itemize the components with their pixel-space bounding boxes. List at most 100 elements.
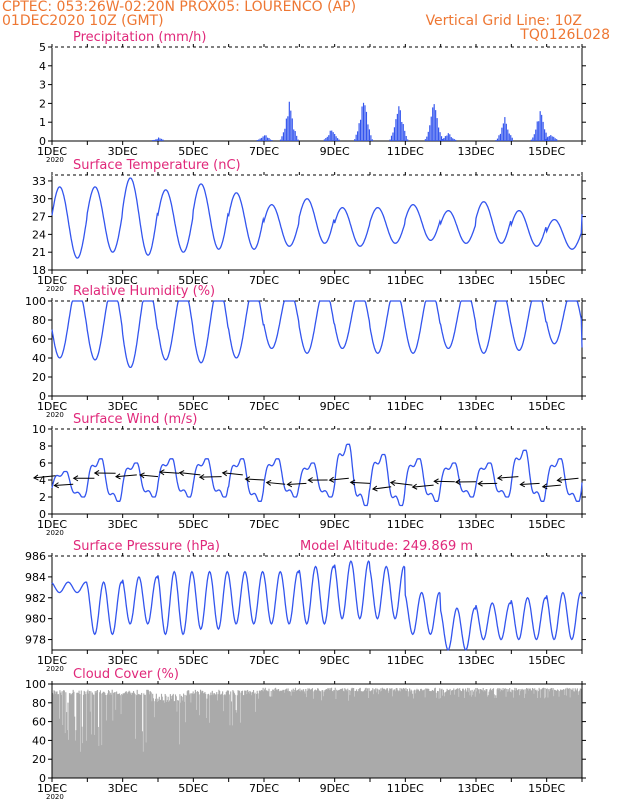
cloud-bar	[473, 691, 475, 778]
cloud-bar	[495, 695, 497, 778]
wind-arrow	[32, 474, 56, 481]
y-tick-label: 80	[32, 314, 46, 327]
precip-bar	[440, 136, 443, 141]
cloud-bar	[259, 690, 261, 778]
cloud-bar	[282, 689, 284, 778]
cloud-bar	[64, 733, 66, 778]
cloud-bar	[442, 689, 445, 778]
x-tick-label: 9DEC	[320, 518, 350, 531]
cloud-bar	[533, 693, 535, 778]
cloud-bar	[425, 688, 427, 778]
cloud-bar	[74, 740, 76, 778]
precip-bar	[427, 131, 429, 141]
cloud-bar	[479, 689, 481, 778]
cloud-bar	[342, 688, 344, 778]
cloud-bar	[493, 694, 495, 778]
cloud-bar	[365, 687, 367, 778]
cloud-bar	[92, 694, 94, 778]
cloud-bar	[575, 689, 577, 778]
cloud-bar	[358, 688, 361, 778]
cloud-bar	[63, 690, 65, 778]
cloud-bar	[536, 689, 538, 778]
cloud-bar	[481, 689, 483, 778]
cloud-bar	[364, 688, 366, 778]
cloud-bar	[361, 691, 363, 778]
wind-arrow-head	[139, 472, 145, 479]
cloud-bar	[344, 689, 347, 778]
y-tick-label: 18	[32, 264, 46, 277]
cloud-bar	[478, 693, 481, 778]
precip-bar	[539, 111, 541, 141]
cloud-bar	[503, 688, 506, 778]
cloud-bar	[125, 691, 127, 778]
precip-bar	[544, 139, 546, 141]
precip-bar	[444, 136, 446, 141]
cloud-bar	[392, 690, 394, 778]
cloud-bar	[224, 695, 227, 778]
cloud-bar	[327, 688, 329, 778]
cloud-bar	[512, 690, 514, 778]
x-tick-label: 15DEC	[528, 518, 565, 531]
panel-2: Surface Temperature (nC) 18 21 24 27 30 33 1DEC…	[32, 158, 586, 293]
cloud-bar	[466, 690, 468, 778]
precip-bar	[279, 139, 282, 141]
cloud-bar	[545, 689, 548, 778]
cloud-bar	[286, 690, 288, 778]
cloud-bar	[265, 690, 267, 778]
cloud-bar	[297, 689, 299, 778]
cloud-bar	[450, 690, 453, 778]
wind-arrow-head	[389, 480, 396, 486]
cloud-bar	[54, 691, 56, 778]
cloud-bar	[453, 688, 455, 778]
x-tick-label: 3DEC	[108, 400, 138, 413]
y-tick-label: 60	[32, 716, 46, 729]
x-tick-label: 5DEC	[178, 654, 208, 667]
cloud-bar	[141, 731, 143, 778]
cloud-bar	[319, 691, 322, 778]
cloud-bar	[148, 691, 150, 778]
y-tick-label: 10	[32, 423, 46, 436]
cloud-bar	[179, 694, 181, 778]
cloud-bar	[462, 688, 464, 778]
precip-bar	[495, 140, 497, 141]
cloud-bar	[503, 690, 505, 778]
y-tick-label: 20	[32, 371, 46, 384]
cloud-bar	[73, 691, 75, 778]
cloud-bar	[142, 751, 144, 778]
cloud-bar	[372, 694, 375, 778]
precip-bar	[432, 107, 434, 141]
wind-arrow	[433, 478, 455, 485]
cloud-bar	[251, 692, 253, 778]
cloud-bar	[91, 692, 93, 778]
wind-arrow-head	[328, 476, 335, 483]
cloud-bar	[506, 688, 508, 778]
cloud-bar	[376, 688, 378, 778]
precip-bar	[392, 132, 394, 141]
cloud-bar	[236, 712, 238, 778]
cloud-bar	[423, 690, 425, 778]
cloud-bar	[576, 690, 578, 778]
cloud-bar	[138, 694, 140, 778]
x-tick-label: 7DEC	[249, 782, 279, 795]
x-tick-label: 11DEC	[387, 400, 424, 413]
wind-arrow-head	[93, 470, 100, 477]
cloud-bar	[247, 691, 249, 778]
panel-6: Cloud Cover (%) 0 20 40 60 80 100 1DEC 3DEC 5DEC 7…	[25, 667, 586, 800]
cloud-bar	[318, 690, 320, 778]
cloud-bar	[206, 698, 208, 778]
y-tick-label: 0	[39, 508, 46, 521]
precip-bar	[407, 139, 409, 141]
cloud-bar	[161, 696, 163, 778]
cloud-bar	[270, 690, 272, 778]
cloud-bar	[81, 726, 83, 778]
cloud-bar	[554, 689, 556, 778]
cloud-bar	[146, 689, 148, 778]
cloud-bar	[540, 689, 542, 778]
cloud-bar	[410, 689, 412, 778]
cloud-bar	[54, 693, 57, 778]
cloud-bar	[330, 689, 332, 778]
wind-arrow-shaft	[33, 475, 56, 479]
cloud-bar	[395, 687, 397, 778]
wind-arrow	[349, 479, 371, 486]
cloud-bar	[565, 688, 567, 778]
